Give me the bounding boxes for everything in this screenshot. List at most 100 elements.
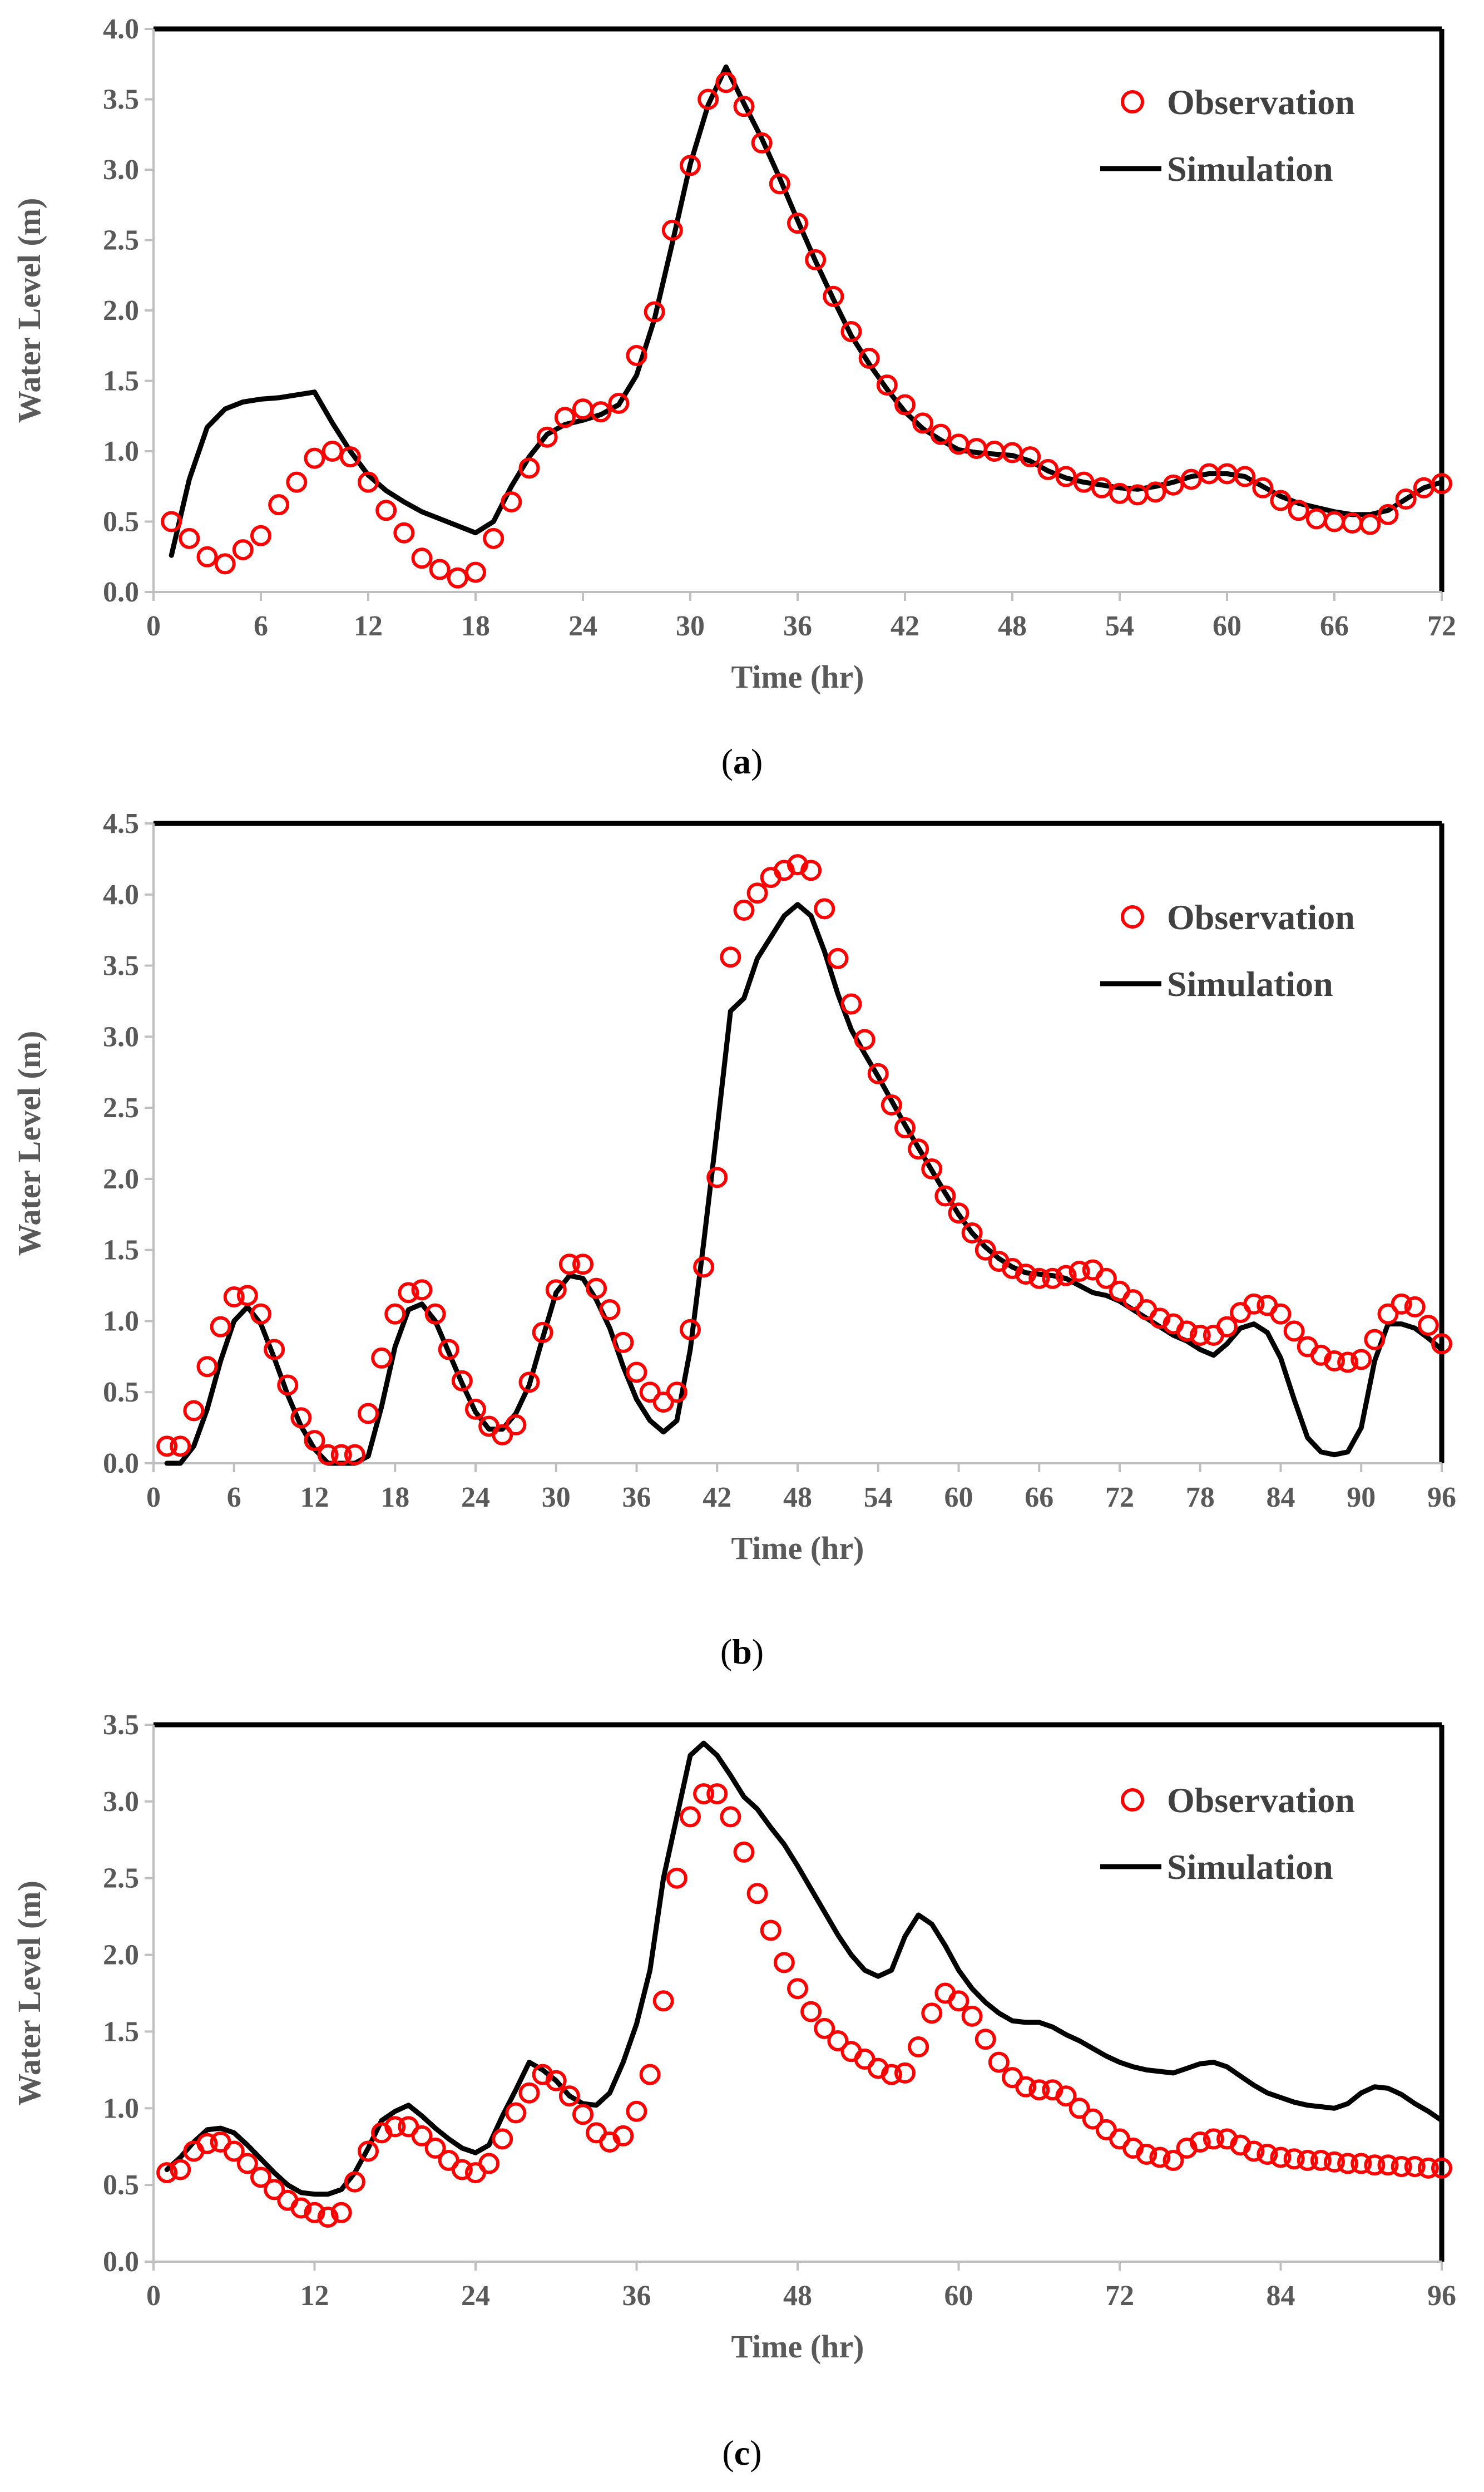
observation-point	[680, 155, 701, 176]
caption-open-paren: (	[722, 2433, 734, 2473]
observation-point	[1082, 2108, 1104, 2130]
observation-point	[398, 1282, 419, 1304]
x-tick-label: 72	[1105, 1482, 1134, 1513]
observation-point	[733, 899, 755, 921]
y-tick-label: 0.0	[103, 1448, 139, 1479]
observation-point	[1391, 1293, 1412, 1315]
observation-point	[1417, 1315, 1439, 1336]
y-tick-label: 1.0	[103, 1305, 139, 1337]
observation-point	[518, 1371, 540, 1393]
observation-point	[358, 2140, 379, 2162]
observation-point	[304, 447, 325, 469]
observation-point	[1145, 481, 1166, 503]
legend: Observation Simulation	[1100, 1780, 1355, 1887]
observation-point	[438, 1339, 459, 1360]
y-tick-label: 4.0	[103, 879, 139, 911]
observation-point	[1037, 458, 1059, 480]
x-tick-label: 66	[1025, 1482, 1053, 1513]
observation-point	[1015, 2076, 1037, 2098]
observation-point	[554, 407, 576, 428]
observation-point	[626, 2100, 647, 2122]
observation-point	[384, 2116, 406, 2138]
x-tick-label: 12	[300, 2280, 329, 2312]
observation-point	[693, 1783, 715, 1805]
legend-observation-marker	[1121, 1788, 1144, 1812]
x-tick-label: 30	[676, 610, 705, 642]
y-tick-label: 1.0	[103, 436, 139, 467]
observation-point	[264, 2179, 285, 2200]
observation-point	[1283, 2148, 1305, 2170]
observation-point	[250, 1303, 271, 1325]
legend-simulation-label: Simulation	[1167, 149, 1333, 189]
observation-point	[1073, 471, 1095, 493]
observation-point	[1028, 1267, 1050, 1289]
x-tick-label: 12	[354, 610, 383, 642]
observation-point	[652, 1990, 674, 2012]
observation-point	[1404, 2156, 1426, 2178]
observation-point	[876, 374, 898, 396]
observation-point	[858, 348, 880, 369]
observation-point	[639, 1381, 661, 1403]
observation-point	[411, 547, 433, 569]
legend-simulation-label: Simulation	[1167, 964, 1333, 1004]
x-tick-label: 84	[1267, 1482, 1295, 1513]
observation-point	[706, 1783, 728, 1805]
observation-point	[733, 96, 755, 117]
observation-point	[451, 1370, 473, 1391]
observation-point	[1163, 474, 1184, 496]
observation-point	[236, 2153, 258, 2174]
observation-point	[156, 2162, 178, 2184]
y-tick-label: 1.5	[103, 1235, 139, 1266]
x-tick-label: 48	[783, 2280, 812, 2312]
observation-point	[1431, 2157, 1452, 2179]
x-tick-label: 36	[622, 1482, 651, 1513]
observation-point	[666, 1381, 687, 1403]
observation-point	[210, 1316, 231, 1338]
observation-point	[1391, 2156, 1412, 2178]
observation-point	[661, 219, 683, 241]
observation-point	[1417, 2157, 1439, 2179]
observation-point	[214, 553, 236, 575]
observation-point	[339, 446, 361, 468]
observation-point	[451, 2159, 473, 2180]
observation-point	[236, 1285, 258, 1306]
observation-point	[706, 1167, 728, 1188]
observation-point	[1404, 1296, 1426, 1317]
x-tick-label: 30	[542, 1482, 571, 1513]
observation-point	[1364, 1329, 1386, 1350]
observation-point	[478, 2153, 500, 2174]
observation-point	[1020, 446, 1041, 468]
caption-letter: c	[734, 2433, 750, 2473]
y-axis-title: Water Level (m)	[11, 198, 47, 423]
observation-point	[1042, 1267, 1063, 1289]
x-tick-label: 36	[622, 2280, 651, 2312]
observation-point	[1189, 2131, 1211, 2153]
observation-point	[894, 394, 916, 416]
observation-point	[196, 546, 218, 568]
observation-point	[1028, 2079, 1050, 2101]
observation-point	[1055, 2085, 1077, 2107]
observation-point	[447, 567, 468, 589]
observation-point	[639, 2064, 661, 2085]
observation-point	[1324, 1350, 1345, 1371]
observation-point	[626, 1361, 647, 1383]
x-tick-label: 0	[146, 1482, 161, 1513]
observation-point	[1431, 473, 1452, 495]
observation-point	[1252, 477, 1274, 499]
observation-point	[1324, 511, 1345, 532]
y-tick-label: 1.5	[103, 2016, 139, 2047]
observation-point	[532, 1321, 553, 1343]
panel-caption: (b)	[720, 1632, 764, 1671]
observation-point	[501, 491, 522, 513]
observation-point	[800, 2001, 822, 2022]
x-tick-label: 24	[568, 610, 597, 642]
y-tick-label: 3.0	[103, 1021, 139, 1053]
observation-point	[1149, 2146, 1171, 2168]
observation-point	[1351, 2153, 1372, 2174]
observation-point	[558, 2085, 580, 2107]
y-tick-label: 0.0	[103, 576, 139, 608]
x-tick-label: 48	[998, 610, 1027, 642]
y-tick-label: 0.5	[103, 1376, 139, 1408]
observation-point	[988, 2051, 1010, 2073]
